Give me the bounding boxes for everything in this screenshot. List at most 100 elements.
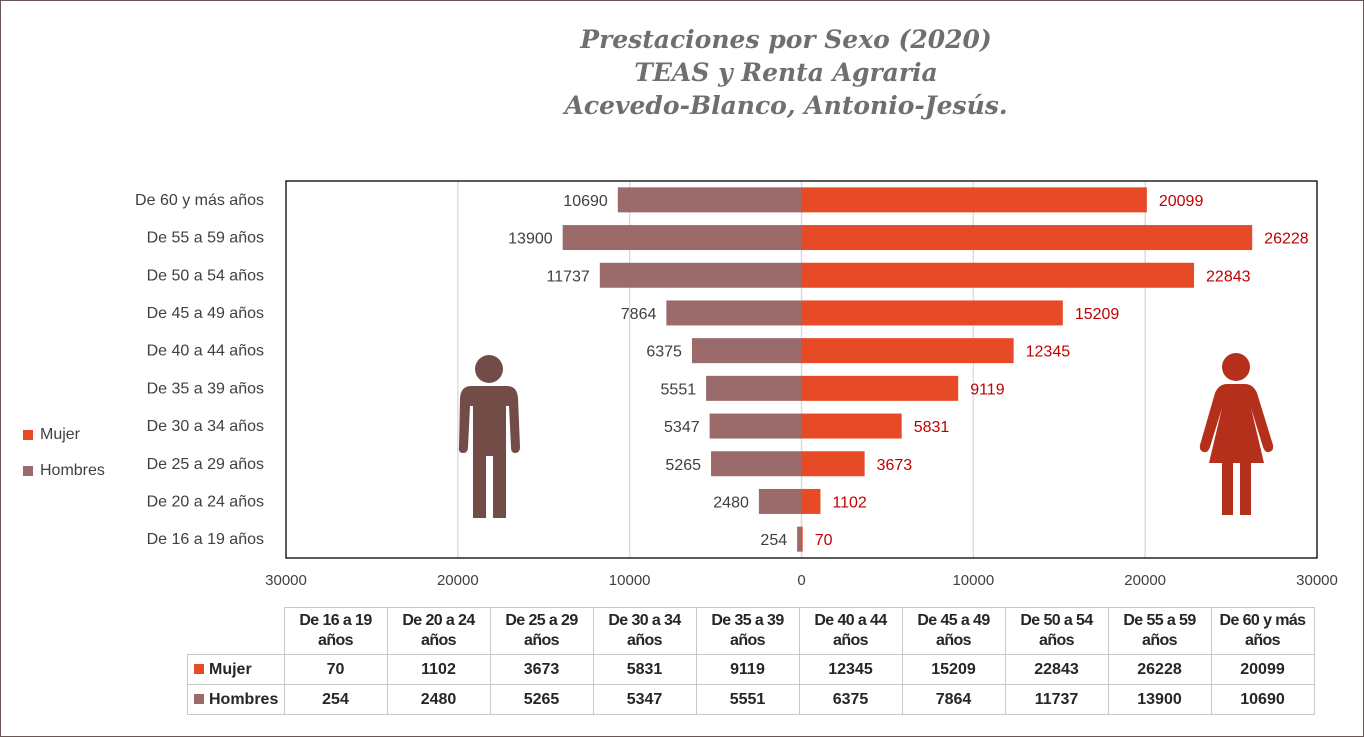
data-label-hombres: 2480	[713, 494, 749, 511]
data-table-header: De 30 a 34 años	[592, 607, 697, 655]
data-table-cell: 12345	[798, 654, 903, 685]
data-table-row-label: Mujer	[187, 654, 285, 685]
data-table-row-hombres: Hombres 254 2480 5265 5347 5551 6375 786…	[187, 684, 1315, 715]
x-tick-label: 30000	[1296, 572, 1338, 589]
data-table-header: De 55 a 59 años	[1107, 607, 1212, 655]
x-tick-label: 20000	[437, 572, 479, 589]
data-table-cell: 3673	[489, 654, 594, 685]
data-label-mujer: 1102	[832, 494, 867, 511]
row-swatch-hombres	[194, 693, 204, 704]
data-label-hombres: 6375	[646, 344, 682, 361]
legend-label-mujer: Mujer	[40, 426, 81, 443]
data-table-cell: 70	[283, 654, 388, 685]
legend: Mujer Hombres	[23, 417, 105, 489]
legend-item-mujer: Mujer	[23, 417, 105, 453]
data-label-hombres: 5265	[665, 457, 701, 474]
x-tick-label: 10000	[609, 572, 651, 589]
data-table-corner	[188, 608, 285, 655]
data-table-cell: 5265	[489, 684, 594, 715]
data-table-header: De 45 a 49 años	[901, 607, 1006, 655]
data-table-header: De 50 a 54 años	[1004, 607, 1109, 655]
bars	[562, 187, 1253, 552]
x-tick-label: 10000	[952, 572, 994, 589]
woman-icon	[1199, 353, 1274, 515]
bar-mujer	[801, 413, 902, 439]
data-table-header: De 20 a 24 años	[386, 607, 491, 655]
data-label-mujer: 5831	[914, 419, 950, 436]
bar-mujer	[801, 300, 1063, 326]
row-label-mujer: Mujer	[209, 660, 252, 678]
data-label-hombres: 254	[760, 532, 787, 549]
bar-mujer	[801, 526, 803, 552]
legend-item-hombres: Hombres	[23, 453, 105, 489]
bar-hombres	[711, 451, 802, 477]
bar-hombres	[599, 262, 802, 288]
data-label-hombres: 10690	[563, 193, 608, 210]
data-table-cell: 9119	[695, 654, 800, 685]
data-label-mujer: 22843	[1206, 268, 1251, 285]
x-tick-label: 20000	[1124, 572, 1166, 589]
category-labels: De 60 y más años De 55 a 59 años De 50 a 5…	[135, 192, 264, 548]
data-label-hombres: 5347	[664, 419, 700, 436]
bar-mujer	[801, 375, 959, 401]
data-label-hombres: 13900	[508, 231, 553, 248]
data-table-header: De 60 y más años	[1210, 607, 1315, 655]
data-table-cell: 1102	[386, 654, 491, 685]
bar-hombres	[691, 338, 802, 364]
data-table-header-row: De 16 a 19 años De 20 a 24 años De 25 a …	[188, 607, 1315, 655]
chart-title: Prestaciones por Sexo (2020) TEAS y Rent…	[441, 23, 1131, 122]
legend-swatch-hombres	[23, 466, 33, 476]
data-table-header: De 16 a 19 años	[283, 607, 388, 655]
category-label: De 35 a 39 años	[147, 380, 264, 397]
data-table-header: De 40 a 44 años	[798, 607, 903, 655]
data-label-mujer: 15209	[1075, 306, 1120, 323]
row-label-hombres: Hombres	[209, 690, 279, 708]
bar-mujer	[801, 451, 865, 477]
data-table-row-label: Hombres	[187, 684, 285, 715]
bar-hombres	[706, 375, 802, 401]
data-label-mujer: 26228	[1264, 231, 1309, 248]
data-table-header: De 35 a 39 años	[695, 607, 800, 655]
category-label: De 45 a 49 años	[147, 305, 264, 322]
data-label-mujer: 70	[815, 532, 833, 549]
data-table-cell: 20099	[1210, 654, 1315, 685]
category-label: De 50 a 54 años	[147, 267, 264, 284]
data-table-cell: 5551	[695, 684, 800, 715]
data-table-cell: 13900	[1107, 684, 1212, 715]
data-table-row-mujer: Mujer 70 1102 3673 5831 9119 12345 15209…	[187, 654, 1315, 685]
data-labels: 20099 10690 26228 13900 22843 11737 15209 7864 1…	[508, 193, 1309, 549]
category-label: De 25 a 29 años	[147, 456, 264, 473]
data-label-hombres: 5551	[661, 381, 697, 398]
bar-mujer	[801, 488, 821, 514]
bar-mujer	[801, 187, 1147, 213]
bar-hombres	[666, 300, 802, 326]
bar-hombres	[709, 413, 802, 439]
bar-hombres	[562, 225, 802, 251]
data-table-cell: 11737	[1004, 684, 1109, 715]
data-label-hombres: 11737	[547, 268, 590, 285]
data-label-mujer: 12345	[1026, 344, 1071, 361]
category-label: De 55 a 59 años	[147, 230, 264, 247]
data-table-cell: 6375	[798, 684, 903, 715]
data-label-hombres: 7864	[621, 306, 657, 323]
data-table-cell: 15209	[901, 654, 1006, 685]
chart-title-line-1: Prestaciones por Sexo (2020)	[580, 25, 992, 54]
bar-mujer	[801, 262, 1195, 288]
data-table-header: De 25 a 29 años	[489, 607, 594, 655]
data-table-cell: 5347	[592, 684, 697, 715]
legend-label-hombres: Hombres	[40, 462, 105, 479]
data-table-cell: 26228	[1107, 654, 1212, 685]
x-tick-label: 0	[797, 572, 805, 589]
category-label: De 30 a 34 años	[147, 418, 264, 435]
data-table-cell: 5831	[592, 654, 697, 685]
data-label-mujer: 9119	[970, 381, 1005, 398]
data-table-cell: 22843	[1004, 654, 1109, 685]
x-tick-label: 30000	[265, 572, 307, 589]
bar-mujer	[801, 338, 1014, 364]
row-swatch-mujer	[194, 663, 204, 674]
data-label-mujer: 20099	[1159, 193, 1204, 210]
data-table: De 16 a 19 años De 20 a 24 años De 25 a …	[187, 607, 1315, 715]
man-icon	[458, 355, 520, 518]
category-label: De 60 y más años	[135, 192, 264, 209]
